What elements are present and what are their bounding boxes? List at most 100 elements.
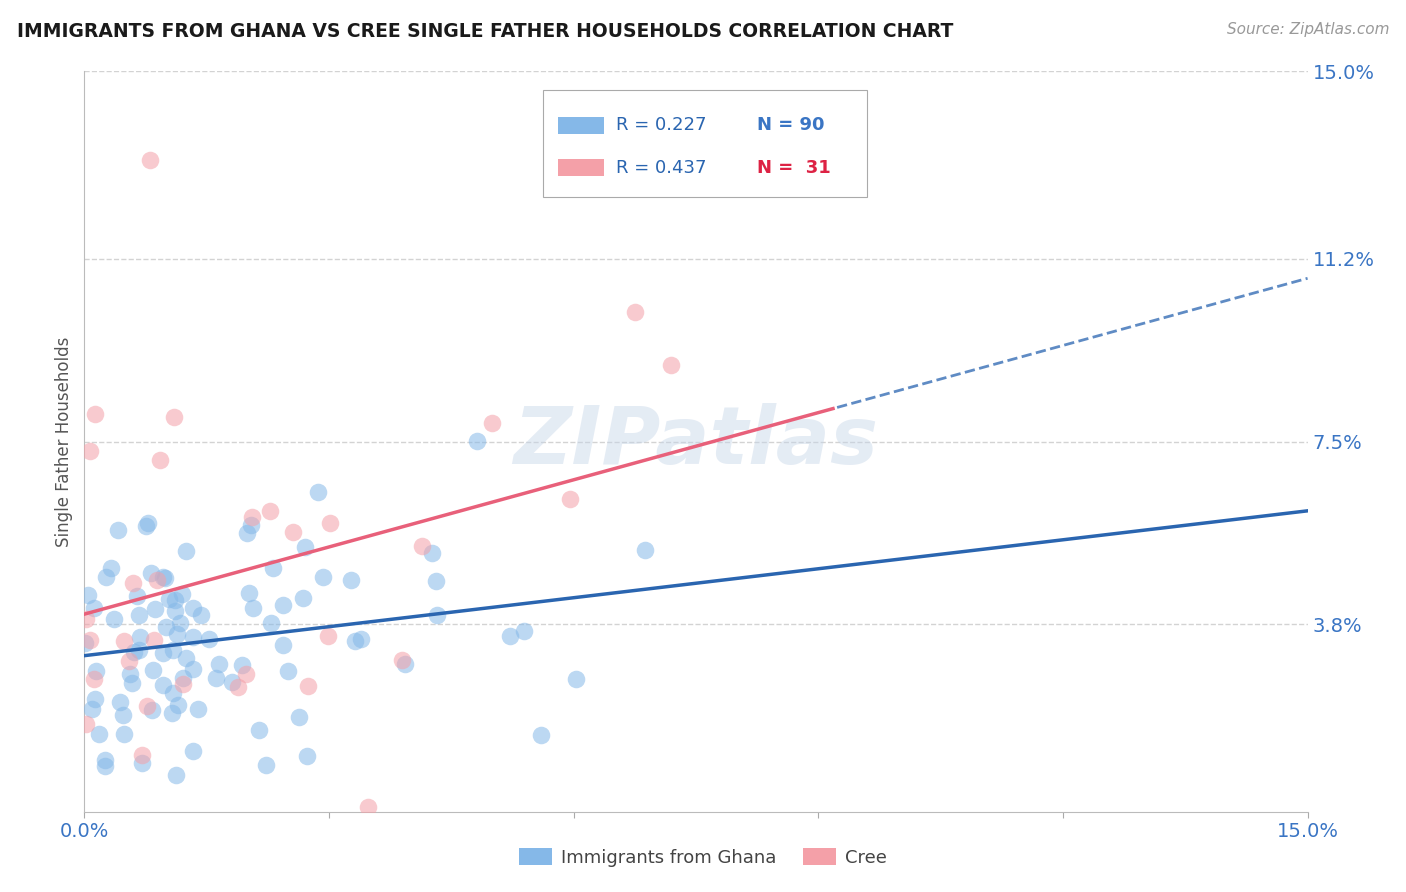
Point (565, 673, 588, 687)
Text: N =  31: N = 31 (758, 159, 831, 177)
Legend: Immigrants from Ghana, Cree: Immigrants from Ghana, Cree (512, 841, 894, 874)
Point (297, 679, 319, 693)
Point (481, 417, 503, 431)
Point (128, 608, 150, 623)
Point (121, 575, 143, 590)
Point (172, 671, 194, 685)
Point (183, 630, 205, 644)
Point (238, 586, 260, 600)
Point (226, 680, 249, 694)
Point (198, 632, 221, 647)
Y-axis label: Single Father Households: Single Father Households (55, 336, 73, 547)
Text: R = 0.437: R = 0.437 (616, 159, 707, 177)
Point (242, 601, 264, 615)
Point (114, 634, 136, 648)
Point (172, 676, 194, 690)
Point (235, 666, 257, 681)
Point (350, 632, 373, 647)
Point (181, 662, 204, 676)
Point (157, 592, 180, 607)
Point (149, 453, 172, 467)
Point (152, 646, 174, 660)
Point (411, 539, 433, 553)
Point (131, 748, 153, 763)
Point (262, 560, 284, 574)
Point (75, 717, 97, 731)
Point (77, 588, 100, 602)
Point (318, 516, 340, 531)
Point (247, 723, 270, 738)
Point (169, 616, 191, 631)
Point (240, 510, 263, 524)
Text: R = 0.227: R = 0.227 (616, 117, 707, 135)
Point (138, 153, 160, 168)
Point (108, 695, 131, 709)
Point (165, 768, 187, 782)
Point (294, 541, 316, 555)
Point (288, 710, 311, 724)
Point (254, 758, 277, 772)
Point (513, 624, 536, 638)
Point (107, 523, 129, 537)
Point (340, 573, 363, 587)
Point (558, 491, 581, 506)
Point (112, 727, 135, 741)
Point (94, 752, 117, 766)
Point (117, 654, 139, 668)
Point (181, 601, 204, 615)
Point (125, 590, 148, 604)
Point (205, 671, 228, 685)
Text: IMMIGRANTS FROM GHANA VS CREE SINGLE FATHER HOUSEHOLDS CORRELATION CHART: IMMIGRANTS FROM GHANA VS CREE SINGLE FAT… (17, 22, 953, 41)
Point (394, 657, 416, 671)
Point (271, 598, 294, 612)
Point (623, 305, 645, 319)
Point (425, 574, 447, 588)
Point (231, 657, 253, 672)
Text: Source: ZipAtlas.com: Source: ZipAtlas.com (1226, 22, 1389, 37)
Point (87, 727, 110, 741)
Point (136, 516, 159, 531)
Point (176, 651, 198, 665)
Point (259, 503, 281, 517)
Point (84, 408, 107, 422)
Point (75, 612, 97, 626)
Point (141, 703, 163, 717)
Point (163, 592, 186, 607)
Point (163, 604, 186, 618)
Point (170, 587, 193, 601)
Point (530, 728, 553, 742)
Bar (558, 160, 605, 176)
Point (143, 632, 166, 647)
Point (260, 615, 283, 630)
Point (465, 434, 488, 448)
Point (163, 409, 186, 424)
Point (82, 701, 104, 715)
Point (633, 543, 655, 558)
Point (128, 631, 150, 645)
Point (142, 663, 165, 677)
Point (152, 678, 174, 692)
Point (136, 698, 159, 713)
Point (426, 607, 449, 622)
Point (316, 629, 339, 643)
Point (79, 632, 101, 647)
Point (292, 591, 315, 606)
Point (122, 645, 145, 659)
Point (131, 756, 153, 770)
FancyBboxPatch shape (543, 90, 868, 197)
Point (135, 519, 157, 533)
Point (420, 546, 443, 560)
Point (94, 759, 117, 773)
Point (162, 643, 184, 657)
Point (160, 706, 183, 721)
Point (187, 702, 209, 716)
Point (221, 675, 243, 690)
Point (295, 748, 318, 763)
Point (143, 602, 166, 616)
Point (343, 633, 366, 648)
Point (277, 664, 299, 678)
Bar (558, 117, 605, 134)
Point (94, 569, 117, 583)
Point (174, 543, 197, 558)
Point (152, 570, 174, 584)
